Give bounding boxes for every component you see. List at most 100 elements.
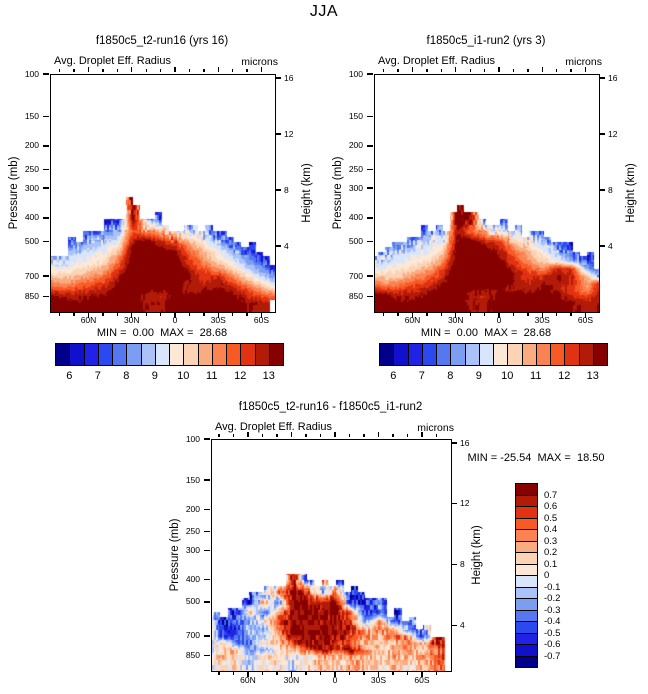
colorbar-swatch [450,343,466,366]
pressure-tick-label: 300 [185,544,200,555]
lat-tick-top [246,69,248,72]
pressure-tick-label: 850 [348,290,363,301]
lat-tick-bottom [377,672,380,677]
pressure-tick [43,217,49,219]
colorbar-label: 0.3 [544,535,558,547]
pressure-tick-label: 100 [24,68,39,79]
lat-tick-bottom [383,313,385,316]
lat-tick-bottom [305,672,307,675]
colorbar-swatch [183,343,199,366]
height-tick [599,77,605,79]
lat-tick-bottom [145,313,147,316]
lat-tick-top [218,434,220,437]
colorbar-swatch [226,343,242,366]
min-max-label: MIN = 0.00 MAX = 28.68 [96,327,228,339]
colorbar-swatch [515,483,538,496]
lat-tick-bottom [116,313,119,316]
lat-tick-bottom [87,313,90,318]
pressure-tick-label: 300 [24,182,39,193]
colorbar: 6 7 8 9 10 11 12 13 [55,343,284,386]
lat-tick-label: 0 [172,315,178,325]
pressure-tick [204,438,210,440]
colorbar-label: 12 [234,370,247,382]
colorbar-swatch [515,575,538,588]
height-tick [275,245,281,247]
lat-tick-bottom [319,672,322,675]
lat-tick-top [455,67,457,72]
pressure-tick [204,531,210,533]
colorbar-swatch [515,517,538,530]
colorbar: 0.7 0.6 0.5 0.4 0.3 0.2 0.1 0 -0.1 -0.2 -0.3 -0.4 -0… [515,483,598,668]
colorbar-label: -0.5 [544,627,561,639]
colorbar-swatch [515,494,538,507]
plot-area [374,74,600,313]
lat-tick-top [188,69,191,72]
lat-tick-top [290,432,293,437]
pressure-tick [367,73,373,75]
height-tick-label: 4 [608,240,613,251]
lat-tick-label: 30S [370,675,387,685]
colorbar-label: 7 [94,370,101,382]
pressure-tick-label: 850 [24,290,39,301]
pressure-tick-label: 250 [348,163,363,174]
height-tick-label: 4 [284,240,289,251]
height-tick [599,189,605,191]
panel-title: f1850c5_i1-run2 (yrs 3) [426,35,546,47]
colorbar-label: 10 [177,370,190,382]
colorbar-swatch [407,343,423,366]
lat-tick-top [440,69,443,72]
colorbar-label: -0.6 [544,639,561,650]
lat-tick-bottom [363,672,365,675]
lat-tick-top [203,69,205,72]
pressure-tick-label: 200 [185,503,200,514]
pressure-tick [204,601,210,603]
lat-tick-top [426,69,428,72]
height-axis-label: Height (km) [301,162,313,223]
pressure-tick [367,217,373,219]
colorbar-swatch [240,343,256,366]
colorbar-label: 0 [544,570,550,581]
colorbar-swatch [592,343,608,366]
pressure-tick [367,295,373,297]
lat-tick-bottom [246,313,248,316]
pressure-tick [43,275,49,277]
height-tick-label: 16 [608,72,618,83]
lat-tick-top [261,434,264,437]
colorbar-swatch [83,343,99,366]
pressure-axis-label: Pressure (mb) [8,156,20,229]
lat-tick-top [116,69,119,72]
lat-tick-label: 60S [253,315,270,325]
colorbar-label: 13 [586,370,599,382]
lat-tick-bottom [203,313,205,316]
colorbar-label: 6 [66,370,73,382]
colorbar-swatch [154,343,170,366]
min-max-label: MIN = -25.54 MAX = 18.50 [467,452,605,464]
lat-tick-bottom [411,313,414,318]
colorbar-label: 9 [475,370,482,382]
lat-tick-top [392,434,394,437]
lat-tick-top [131,67,133,72]
pressure-tick-label: 700 [185,630,200,641]
colorbar-swatch [515,632,538,645]
pressure-tick [43,73,49,75]
colorbar-label: 13 [262,370,275,382]
lat-tick-bottom [260,313,263,318]
lat-tick-top [411,67,414,72]
panel-title: f1850c5_t2-run16 - f1850c5_i1-run2 [238,401,423,413]
lat-tick-top [348,434,351,437]
colorbar-swatch [478,343,494,366]
lat-tick-label: 30N [283,675,300,685]
lat-tick-bottom [406,672,409,675]
pressure-tick [204,508,210,510]
colorbar-swatch [211,343,227,366]
pressure-tick [367,187,373,189]
colorbar-label: 10 [501,370,514,382]
lat-tick-bottom [498,313,500,318]
height-tick-label: 12 [608,128,618,139]
lat-tick-bottom [483,313,486,316]
colorbar-label: 0.7 [544,489,558,501]
colorbar-swatch [535,343,551,366]
colorbar-label: 11 [530,370,542,382]
